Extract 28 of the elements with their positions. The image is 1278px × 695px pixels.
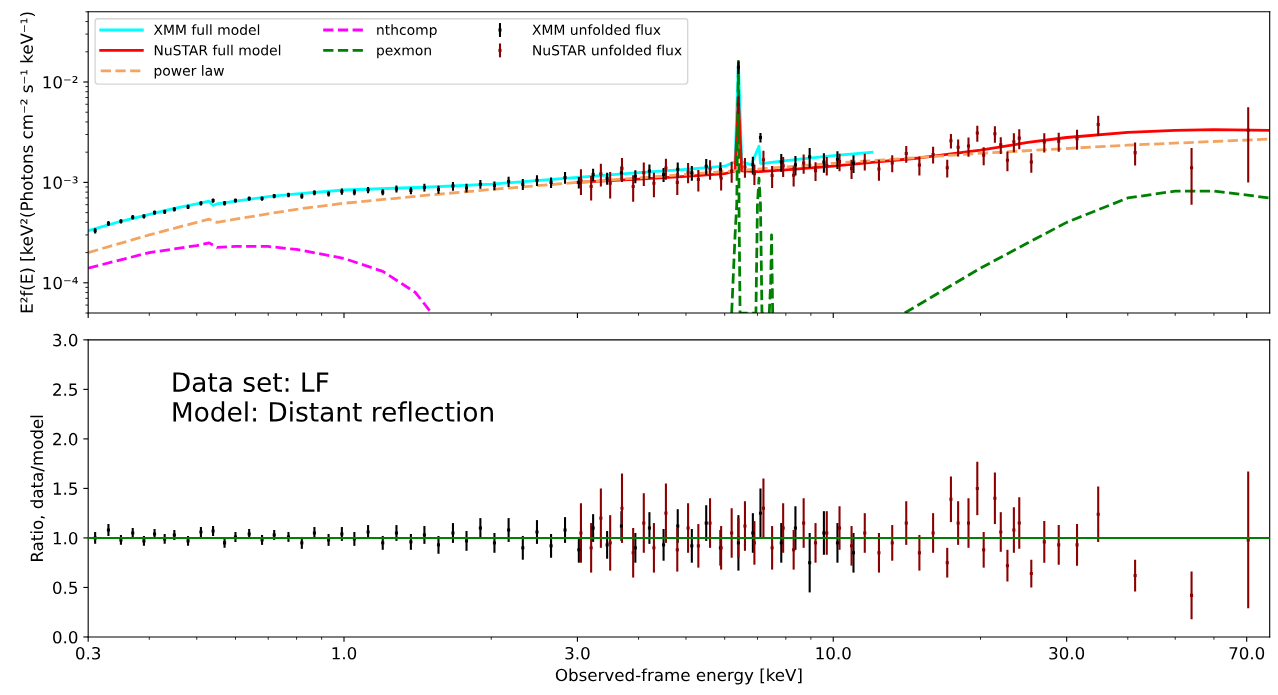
x-tick-label: 0.3 xyxy=(76,646,101,660)
legend-label: NuSTAR full model xyxy=(154,44,281,56)
legend-label: nthcomp xyxy=(377,24,437,38)
legend-label: power law xyxy=(154,65,224,79)
y-axis-title: Ratio, data/model xyxy=(30,415,45,561)
x-tick-label: 10.0 xyxy=(816,646,851,660)
y-tick-label: 10⁻³ xyxy=(43,176,78,189)
x-tick-label: 1.0 xyxy=(332,646,357,660)
y-tick-label: 0.5 xyxy=(53,581,77,595)
y-tick-label: 0.0 xyxy=(53,630,78,644)
annotation: Model: Distant reflection xyxy=(173,401,493,422)
x-tick-label: 30.0 xyxy=(1049,646,1085,660)
legend-label: NuSTAR unfolded flux xyxy=(533,44,682,56)
annotation: Data set: LF xyxy=(173,372,329,393)
y-axis-title: E²f(E) [keV²(Photons cm⁻² s⁻¹ keV⁻¹) xyxy=(20,12,35,313)
y-tick-label: 2.0 xyxy=(53,432,78,446)
legend-label: XMM full model xyxy=(153,24,260,36)
legend-label: pexmon xyxy=(377,47,431,59)
x-tick-label: 70.0 xyxy=(1229,646,1265,660)
x-tick-label: 3.0 xyxy=(565,646,590,660)
y-tick-label: 3.0 xyxy=(53,333,78,347)
legend-label: XMM unfolded flux xyxy=(532,24,661,36)
y-tick-label: 10⁻² xyxy=(43,75,78,89)
y-tick-label: 1.5 xyxy=(53,482,77,495)
y-tick-label: 10⁻⁴ xyxy=(43,276,78,290)
y-tick-label: 1.0 xyxy=(53,531,78,545)
x-axis-title: Observed-frame energy [keV] xyxy=(555,668,802,685)
y-tick-label: 2.5 xyxy=(53,383,77,396)
